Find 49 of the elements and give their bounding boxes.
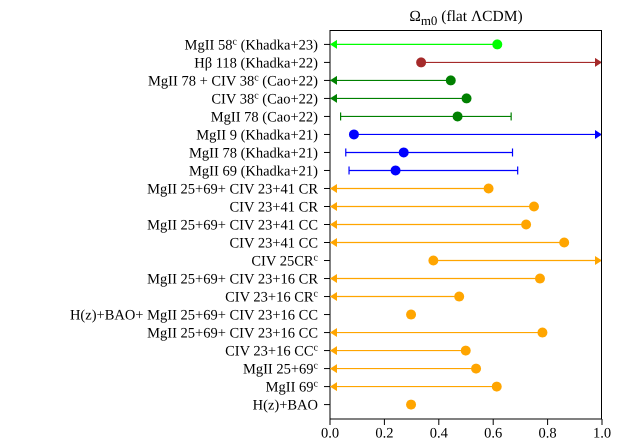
point xyxy=(406,400,416,410)
y-tick-label: MgII 25+69+ CIV 23+16 CC xyxy=(147,326,318,342)
point xyxy=(534,274,545,284)
y-tick-label: MgII 69 (Khadka+21) xyxy=(189,163,318,180)
y-tick-label: Hβ 118 (Khadka+22) xyxy=(194,55,318,72)
y-tick-label: MgII 69$^{c}$ xyxy=(266,378,319,396)
y-tick-label: CIV 23+41 CC xyxy=(230,236,318,252)
y-tick-label: CIV 38$^{c}$ (Cao+22) xyxy=(211,90,318,108)
y-tick-label: MgII 25+69$^{c}$ xyxy=(242,360,319,378)
y-tick-label: MgII 58$^{c}$ (Khadka+23) xyxy=(184,36,318,54)
point xyxy=(537,328,548,338)
point xyxy=(416,57,426,68)
y-tick-label: CIV 23+41 CR xyxy=(230,199,318,216)
point xyxy=(559,238,570,248)
point xyxy=(446,75,456,86)
y-tick-label: CIV 23+16 CC$^{c}$ xyxy=(225,342,319,360)
y-tick-label: CIV 25CR$^{c}$ xyxy=(251,252,319,270)
chart-title: Ω$_{m0}$ (flat ΛCDM) xyxy=(408,8,524,30)
point xyxy=(529,201,539,212)
point xyxy=(521,220,532,230)
point xyxy=(492,382,502,392)
y-tick-label: MgII 78 (Cao+22) xyxy=(210,109,318,126)
y-tick-label: MgII 9 (Khadka+21) xyxy=(196,127,318,144)
x-tick-label: 1.0 xyxy=(592,425,612,442)
x-tick-label: 0.4 xyxy=(430,425,449,442)
point xyxy=(454,292,464,302)
y-tick-label: H(z)+BAO+ MgII 25+69+ CIV 23+16 CC xyxy=(70,308,318,324)
y-tick-label: MgII 78 (Khadka+21) xyxy=(189,145,318,162)
point xyxy=(348,129,359,140)
point xyxy=(471,364,482,374)
point xyxy=(492,39,502,50)
y-tick-label: MgII 25+69+ CIV 23+41 CR xyxy=(147,181,318,198)
y-tick-label: MgII 25+69+ CIV 23+16 CR xyxy=(147,272,318,288)
point xyxy=(452,111,463,122)
y-tick-label: MgII 25+69+ CIV 23+41 CC xyxy=(147,218,318,234)
point xyxy=(398,147,409,158)
point xyxy=(484,183,494,194)
x-tick-label: 0.2 xyxy=(375,425,394,442)
x-tick-label: 0.8 xyxy=(538,425,557,442)
x-tick-label: 0.0 xyxy=(320,425,340,442)
y-tick-label: CIV 23+16 CR$^{c}$ xyxy=(225,288,319,306)
point xyxy=(406,310,416,320)
y-tick-label: MgII 78 + CIV 38$^{c}$ (Cao+22) xyxy=(148,72,318,90)
x-tick-label: 0.6 xyxy=(484,425,502,442)
point xyxy=(390,165,401,176)
y-tick-label: H(z)+BAO xyxy=(252,398,318,414)
point xyxy=(462,93,472,104)
point xyxy=(428,256,438,266)
point xyxy=(460,346,471,356)
